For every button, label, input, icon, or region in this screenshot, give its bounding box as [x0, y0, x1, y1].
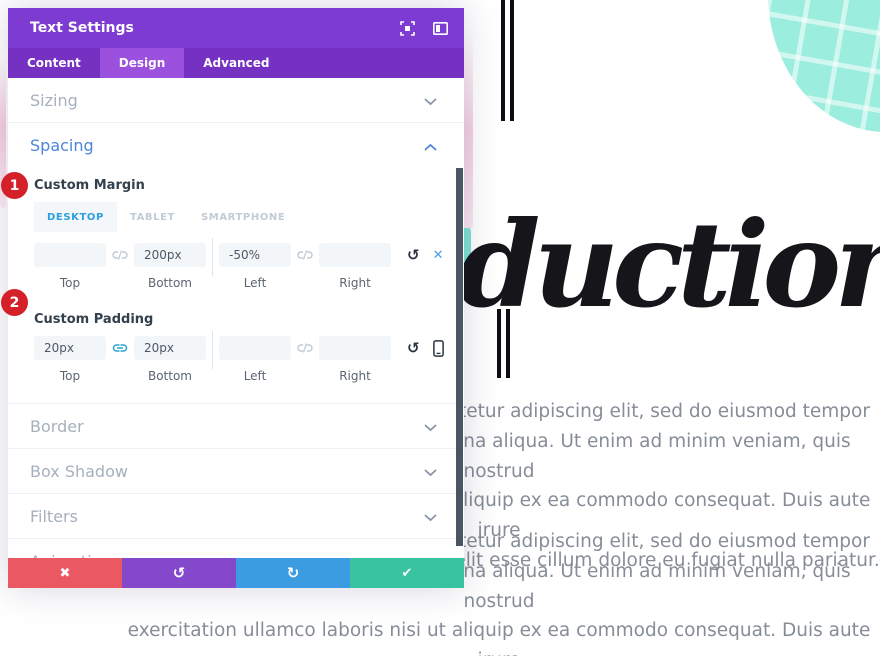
- margin-left-label: Left: [243, 276, 267, 290]
- pink-decoration-left: [0, 58, 6, 208]
- section-animation[interactable]: Animation: [8, 539, 464, 559]
- dock-modal-icon[interactable]: [433, 21, 448, 35]
- discard-icon: ✖: [59, 565, 71, 581]
- annotation-badge-1: 1: [1, 172, 28, 199]
- chevron-down-icon: [424, 417, 437, 436]
- margin-top-input[interactable]: [34, 243, 106, 267]
- padding-bottom-input[interactable]: [134, 336, 206, 360]
- device-tab-smartphone[interactable]: SMARTPHONE: [200, 211, 286, 223]
- text-settings-modal: Text Settings Content Design Advanced: [8, 8, 464, 588]
- section-border[interactable]: Border: [8, 404, 464, 449]
- chevron-down-icon: [424, 91, 437, 110]
- padding-left-label: Left: [243, 369, 267, 383]
- tab-content[interactable]: Content: [27, 56, 81, 70]
- chevron-down-icon: [424, 462, 437, 481]
- custom-margin-label: Custom Margin: [34, 178, 145, 193]
- reset-margin-icon[interactable]: ↺: [407, 245, 420, 264]
- spacing-panel: Custom Margin DESKTOP TABLET SMARTPHONE …: [8, 168, 464, 404]
- chevron-up-icon: [424, 136, 437, 155]
- device-tab-desktop[interactable]: DESKTOP: [34, 202, 117, 232]
- fields-divider: [212, 331, 213, 369]
- section-filters[interactable]: Filters: [8, 494, 464, 539]
- section-box-shadow-label: Box Shadow: [30, 461, 128, 481]
- modal-scrollbar[interactable]: [456, 168, 463, 546]
- undo-button[interactable]: ↺: [122, 558, 236, 588]
- device-tab-tablet[interactable]: TABLET: [129, 211, 175, 223]
- tab-advanced[interactable]: Advanced: [203, 56, 270, 70]
- redo-button[interactable]: ↻: [236, 558, 350, 588]
- teal-corner-pattern: [762, 0, 880, 138]
- annotation-badge-2: 2: [1, 289, 28, 316]
- padding-fields-row: Top Bottom Left: [34, 331, 464, 383]
- link-values-icon[interactable]: [106, 336, 134, 360]
- save-button[interactable]: ✔: [350, 558, 464, 588]
- discard-button[interactable]: ✖: [8, 558, 122, 588]
- section-spacing[interactable]: Spacing: [8, 123, 464, 168]
- modal-title: Text Settings: [30, 20, 134, 36]
- double-bar-divider-middle: [497, 309, 510, 378]
- paragraph-line: exercitation ullamco laboris nisi ut ali…: [127, 620, 871, 656]
- smartphone-icon[interactable]: [432, 339, 444, 357]
- expand-modal-icon[interactable]: [400, 20, 415, 36]
- margin-fields-row: Top Bottom Left: [34, 238, 464, 290]
- page-script-heading: duction: [458, 195, 880, 334]
- padding-top-input[interactable]: [34, 336, 106, 360]
- unlink-values-icon[interactable]: [291, 336, 319, 360]
- modal-body: Sizing Spacing Custom Margin DESKTOP TAB…: [8, 78, 464, 558]
- margin-left-input[interactable]: [219, 243, 291, 267]
- section-sizing-label: Sizing: [30, 90, 78, 110]
- chevron-down-icon: [424, 507, 437, 526]
- section-spacing-label: Spacing: [30, 136, 94, 155]
- padding-right-label: Right: [339, 369, 371, 383]
- modal-tabbar: Content Design Advanced: [8, 48, 464, 78]
- padding-left-input[interactable]: [219, 336, 291, 360]
- pink-decoration-mid: [461, 34, 473, 230]
- modal-footer: ✖ ↺ ↻ ✔: [8, 558, 464, 588]
- save-icon: ✔: [401, 565, 413, 581]
- unlink-values-icon[interactable]: [106, 243, 134, 267]
- fields-divider: [212, 238, 213, 276]
- redo-icon: ↻: [286, 564, 300, 582]
- double-bar-divider-top: [501, 0, 514, 121]
- padding-bottom-label: Bottom: [147, 369, 192, 383]
- unlink-values-icon[interactable]: [291, 243, 319, 267]
- teal-decoration-mid: [461, 228, 471, 278]
- custom-padding-label: Custom Padding: [34, 312, 154, 327]
- padding-right-input[interactable]: [319, 336, 391, 360]
- reset-padding-icon[interactable]: ↺: [407, 338, 420, 357]
- section-animation-label: Animation: [30, 552, 112, 559]
- responsive-device-tabs: DESKTOP TABLET SMARTPHONE: [34, 202, 464, 232]
- chevron-down-icon: [424, 552, 437, 559]
- padding-top-label: Top: [59, 369, 81, 383]
- margin-bottom-input[interactable]: [134, 243, 206, 267]
- margin-top-label: Top: [59, 276, 81, 290]
- section-sizing[interactable]: Sizing: [8, 78, 464, 123]
- modal-header: Text Settings: [8, 8, 464, 48]
- margin-right-input[interactable]: [319, 243, 391, 267]
- margin-right-label: Right: [339, 276, 371, 290]
- section-filters-label: Filters: [30, 506, 78, 526]
- undo-icon: ↺: [172, 564, 186, 582]
- section-box-shadow[interactable]: Box Shadow: [8, 449, 464, 494]
- margin-bottom-label: Bottom: [147, 276, 192, 290]
- remove-responsive-icon[interactable]: ✕: [432, 247, 444, 263]
- section-border-label: Border: [30, 416, 84, 436]
- tab-design[interactable]: Design: [99, 48, 185, 78]
